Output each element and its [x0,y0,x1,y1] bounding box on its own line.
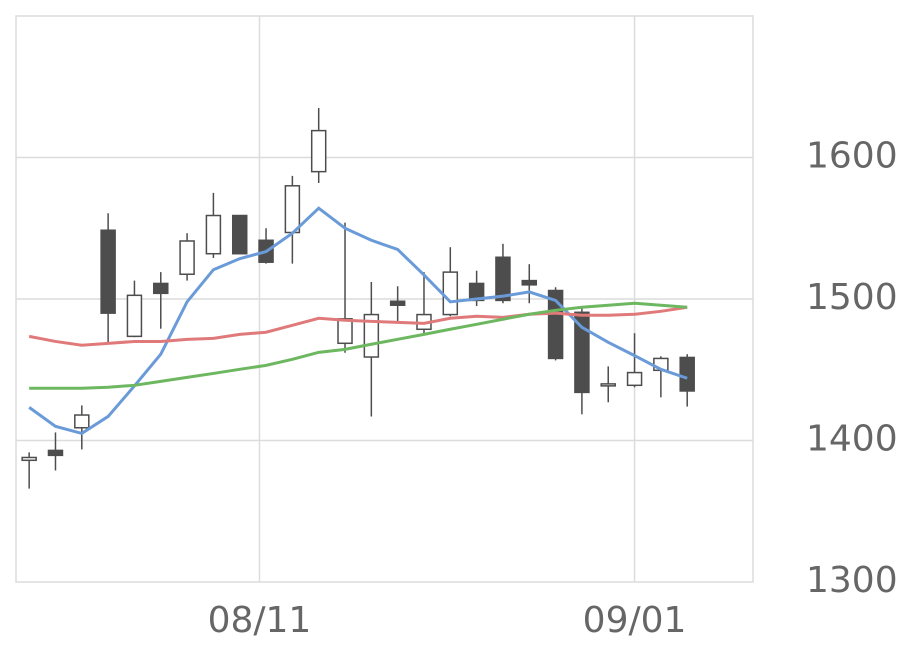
candle-body [126,294,143,338]
y-tick-label: 1300 [806,560,898,601]
candle-body [74,414,90,429]
moving-average-line [28,305,688,347]
x-tick-label: 08/11 [208,600,312,641]
moving-average-line [28,206,688,436]
candle-body [679,356,695,392]
candle-body [442,271,459,316]
candle-body [310,129,327,173]
moving-average-line [29,301,688,390]
candle-body [626,371,643,387]
candle-body [231,214,248,255]
candle-body [284,185,301,234]
candle-body [179,240,195,275]
candle-body [153,282,169,295]
candle-body [21,456,37,462]
candle-body [337,318,353,345]
x-tick-label: 09/01 [583,600,687,641]
candle-body [100,229,116,314]
candle-body [389,300,406,306]
candle-body [521,279,538,286]
candle-body [205,214,222,255]
candle-body [574,311,590,394]
candle-body [547,289,564,360]
y-tick-label: 1600 [806,136,898,177]
y-tick-label: 1500 [806,277,898,318]
y-tick-label: 1400 [806,419,898,460]
candle-body [600,383,616,387]
candle-body [47,449,64,457]
candle-body [495,256,511,302]
